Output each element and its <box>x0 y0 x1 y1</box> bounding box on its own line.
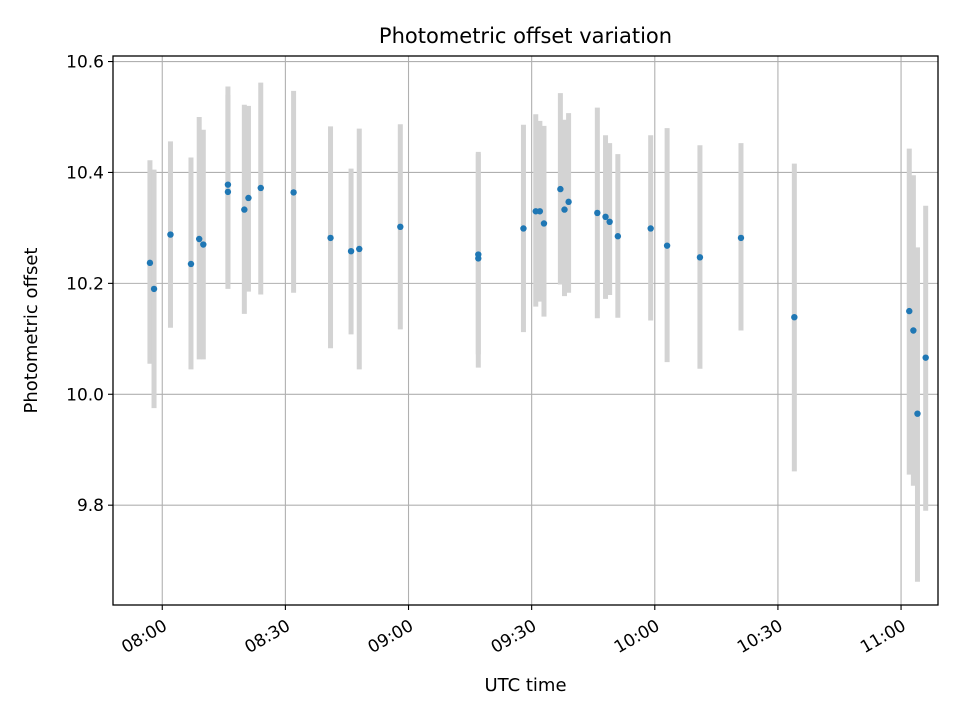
data-point <box>241 206 248 213</box>
data-point <box>906 307 913 315</box>
data-point <box>290 189 297 196</box>
data-point <box>594 209 601 217</box>
data-point <box>146 259 154 267</box>
data-point <box>536 208 544 215</box>
data-point <box>187 260 195 268</box>
data-point <box>565 198 572 206</box>
data-point <box>195 235 203 243</box>
data-point <box>561 206 568 213</box>
y-tick-label: 10.2 <box>66 274 104 294</box>
data-point <box>557 185 564 193</box>
data-point <box>922 354 929 361</box>
data-point <box>614 233 622 240</box>
chart-title: Photometric offset variation <box>379 24 672 48</box>
data-point <box>150 285 158 293</box>
data-point <box>647 225 654 232</box>
data-point <box>663 242 671 249</box>
data-point <box>606 218 613 226</box>
y-tick-label: 10.6 <box>66 53 104 73</box>
data-point <box>224 181 232 188</box>
data-point <box>356 245 363 253</box>
data-point <box>167 231 174 238</box>
y-tick-label: 9.8 <box>77 496 104 516</box>
data-point <box>245 194 252 202</box>
data-point <box>200 241 207 248</box>
data-point <box>397 223 404 230</box>
y-axis-label: Photometric offset <box>21 248 42 414</box>
data-points <box>146 181 929 417</box>
data-point <box>224 188 232 196</box>
y-tick-label: 10.0 <box>66 385 104 405</box>
data-point <box>696 254 704 261</box>
data-point <box>602 213 609 221</box>
data-point <box>910 327 917 334</box>
x-axis-label: UTC time <box>484 675 566 696</box>
data-point <box>347 248 355 255</box>
data-point <box>520 225 527 232</box>
data-point <box>737 234 745 242</box>
data-point <box>914 410 921 417</box>
data-point <box>257 184 264 192</box>
data-point <box>791 313 798 321</box>
y-tick-label: 10.4 <box>66 163 104 183</box>
data-point <box>475 251 482 258</box>
data-point <box>540 220 548 227</box>
data-point <box>327 234 334 242</box>
axes-frame <box>112 55 939 606</box>
